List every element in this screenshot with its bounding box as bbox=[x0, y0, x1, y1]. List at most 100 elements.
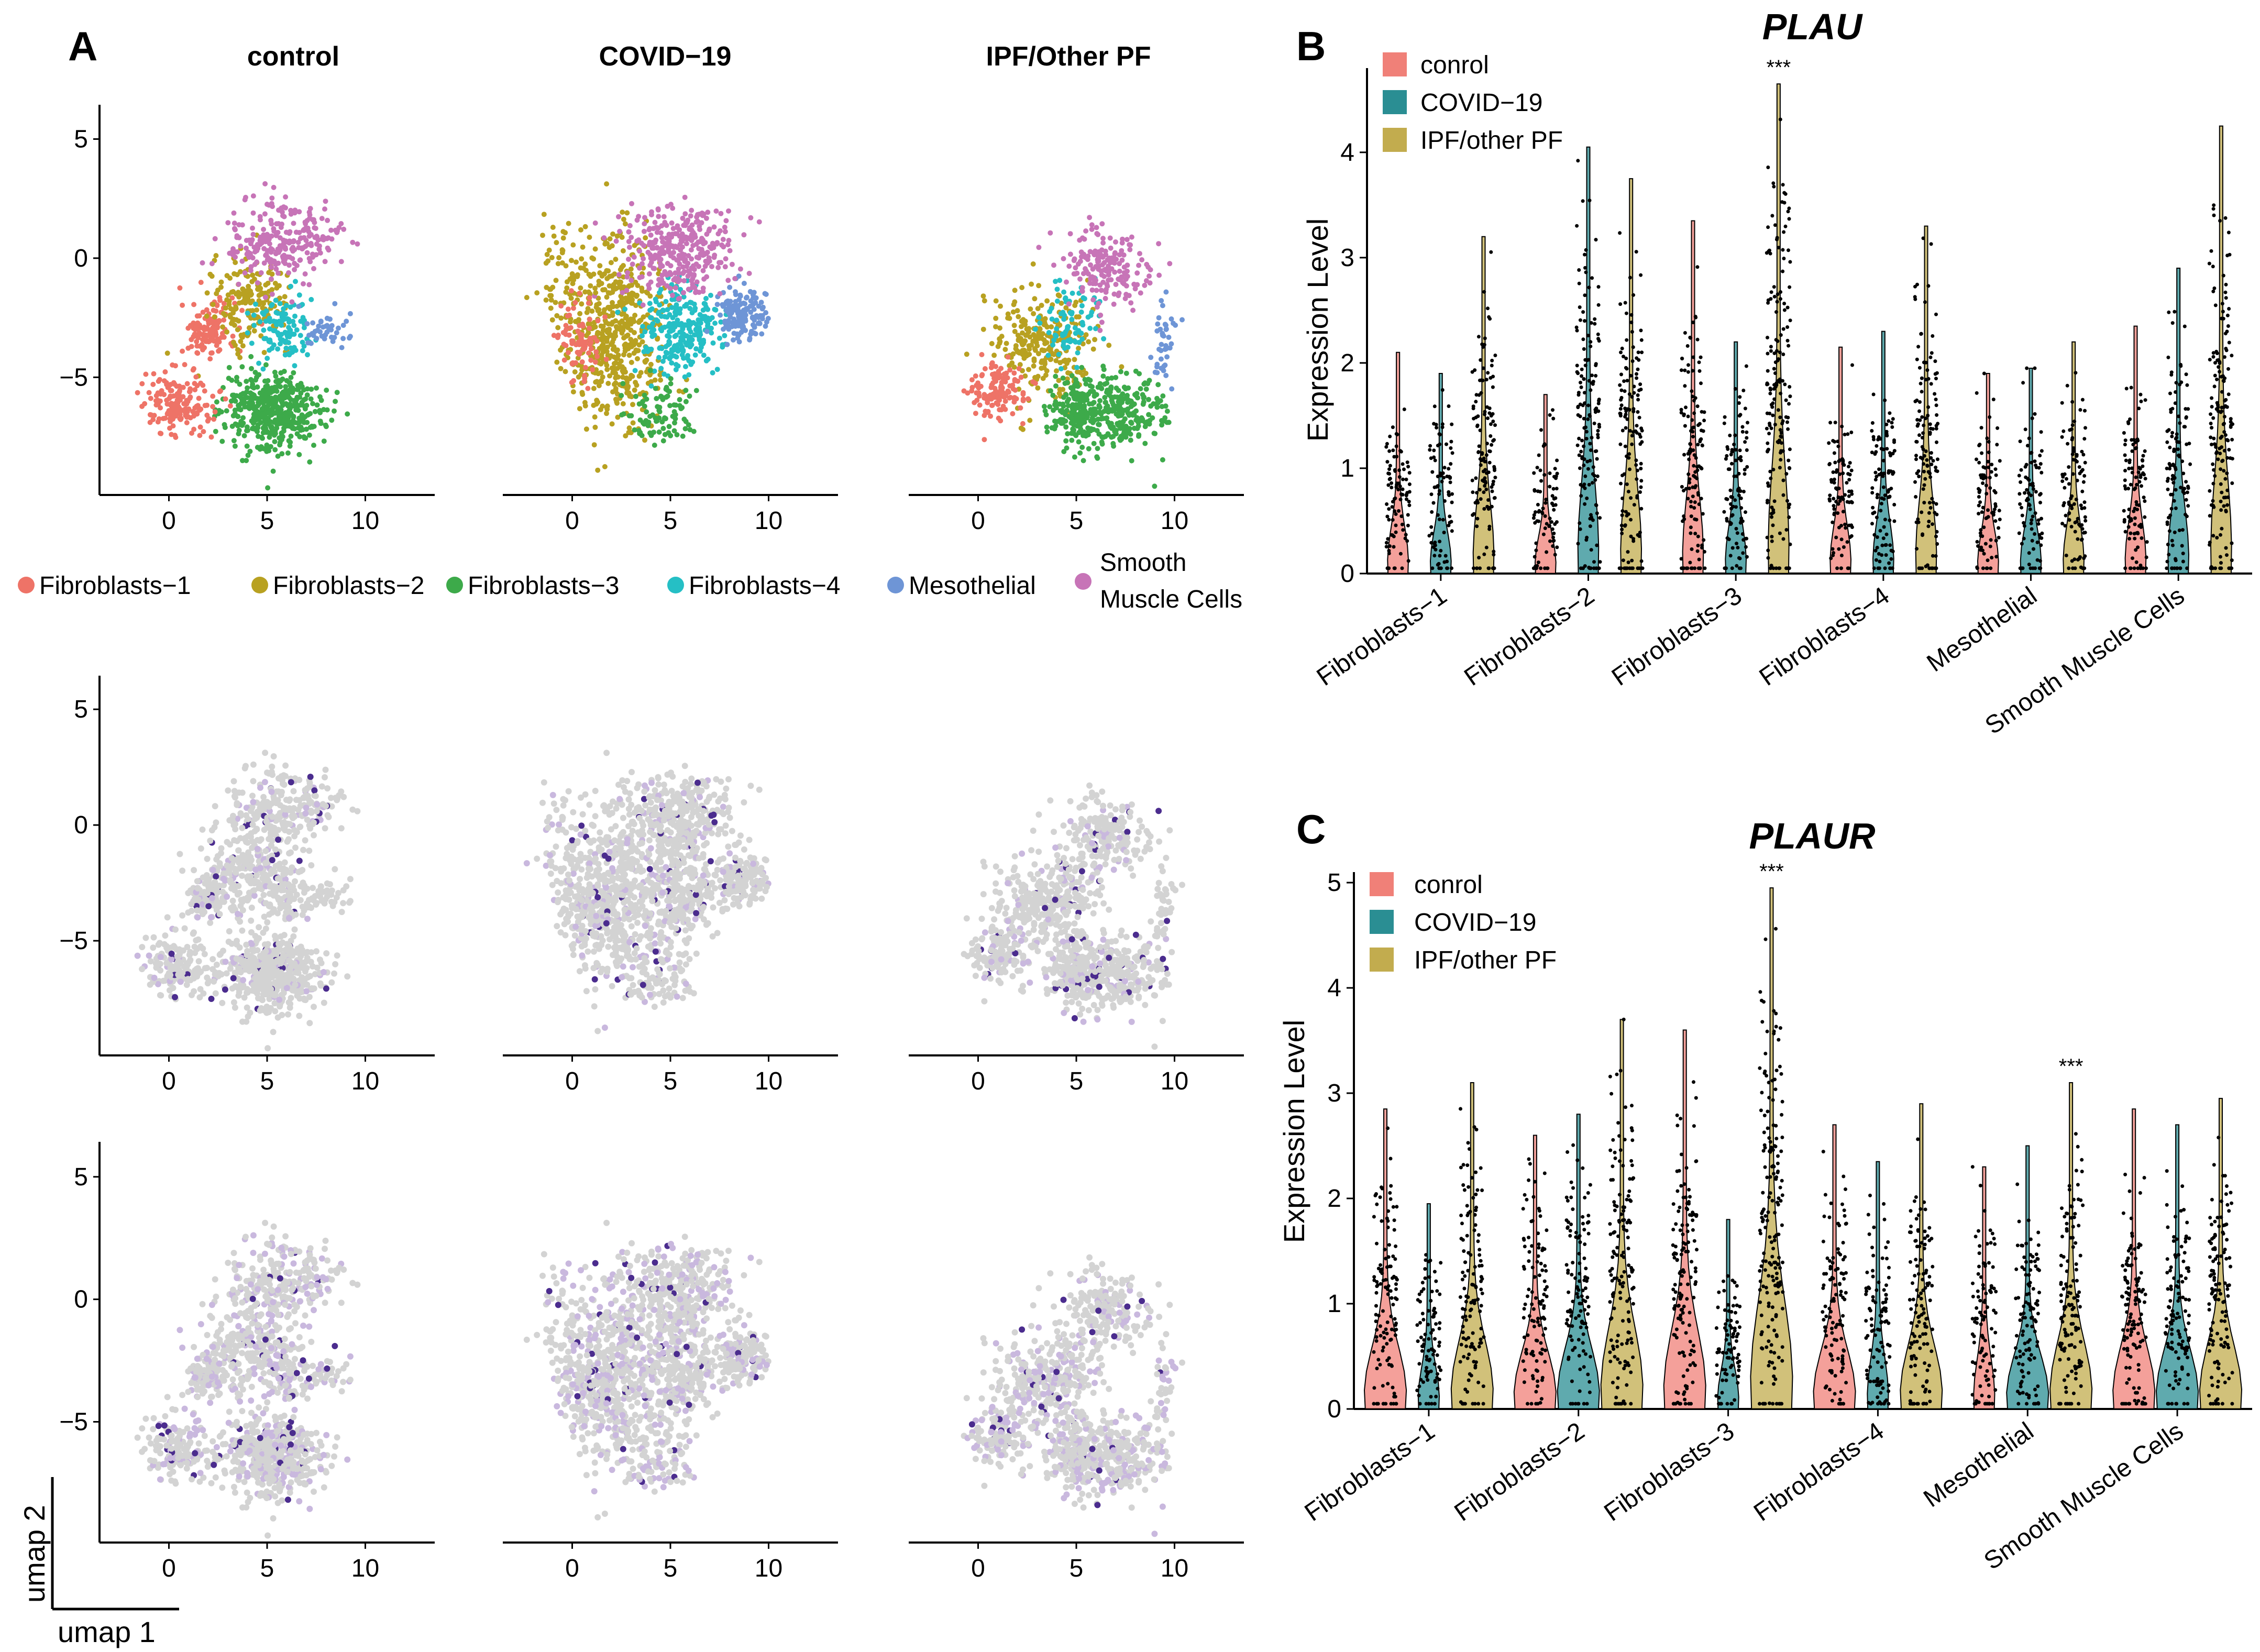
umap-point bbox=[976, 385, 982, 391]
umap-point bbox=[1079, 413, 1085, 419]
umap-point bbox=[1145, 265, 1151, 270]
umap-point bbox=[1072, 383, 1077, 388]
umap-point bbox=[628, 337, 634, 342]
umap-point bbox=[288, 211, 294, 217]
umap-point bbox=[632, 243, 637, 248]
umap-point bbox=[240, 420, 246, 426]
umap-point bbox=[634, 217, 640, 223]
umap-point bbox=[1118, 369, 1123, 375]
umap-point bbox=[279, 205, 284, 211]
umap-point bbox=[674, 225, 680, 230]
umap-point bbox=[973, 411, 978, 416]
umap-point bbox=[244, 989, 251, 996]
umap-point bbox=[649, 334, 655, 339]
umap-point bbox=[561, 357, 567, 363]
umap-point bbox=[625, 332, 631, 338]
umap-point bbox=[690, 276, 696, 282]
umap-point bbox=[634, 238, 640, 244]
umap-point bbox=[288, 375, 294, 380]
umap-point bbox=[216, 318, 222, 324]
umap-point bbox=[620, 368, 625, 373]
umap-point bbox=[184, 414, 190, 420]
umap-point bbox=[197, 424, 203, 430]
umap-point bbox=[1016, 314, 1021, 320]
umap-point bbox=[548, 305, 554, 311]
umap-point bbox=[266, 338, 272, 344]
umap-point bbox=[240, 458, 245, 464]
umap-point bbox=[262, 847, 269, 854]
umap-point bbox=[238, 897, 245, 904]
umap-point bbox=[1090, 297, 1096, 303]
umap-point bbox=[741, 232, 747, 238]
umap-point bbox=[255, 416, 260, 422]
umap-point bbox=[1022, 318, 1028, 324]
umap-point bbox=[262, 211, 268, 217]
umap-point bbox=[546, 247, 552, 253]
umap-point bbox=[253, 301, 258, 307]
umap-point bbox=[314, 402, 320, 408]
umap-point bbox=[1122, 416, 1128, 422]
umap-point bbox=[280, 954, 287, 961]
umap-point bbox=[241, 433, 247, 438]
umap-point bbox=[1005, 315, 1011, 321]
umap-point bbox=[214, 853, 221, 860]
umap-point bbox=[308, 396, 314, 402]
umap-point bbox=[684, 236, 690, 242]
umap-point bbox=[1160, 303, 1165, 309]
umap-point bbox=[1078, 331, 1084, 336]
umap-point bbox=[282, 339, 288, 345]
umap-point bbox=[742, 301, 748, 306]
umap-point bbox=[998, 303, 1003, 309]
umap-point bbox=[334, 952, 340, 959]
umap-point bbox=[207, 356, 213, 362]
umap-point bbox=[249, 844, 256, 851]
umap-point bbox=[702, 301, 708, 307]
umap-point bbox=[267, 974, 274, 981]
umap-point bbox=[649, 326, 655, 332]
umap-point bbox=[565, 306, 571, 312]
umap-point bbox=[270, 1029, 277, 1036]
umap-point bbox=[258, 300, 263, 305]
umap-point bbox=[344, 318, 349, 324]
umap-point bbox=[329, 417, 335, 423]
umap-point bbox=[239, 873, 246, 879]
umap-point bbox=[262, 181, 268, 186]
umap-point bbox=[1117, 422, 1122, 427]
umap-point bbox=[1071, 391, 1076, 397]
umap-point bbox=[1054, 317, 1060, 323]
umap-point bbox=[267, 241, 272, 247]
umap-point bbox=[264, 428, 270, 434]
umap-point bbox=[221, 311, 226, 316]
umap-point bbox=[344, 973, 351, 980]
umap-point bbox=[196, 395, 202, 401]
umap-point bbox=[687, 393, 692, 399]
umap-point bbox=[268, 868, 275, 875]
umap-point bbox=[338, 909, 345, 916]
umap-point bbox=[232, 983, 239, 989]
umap-point bbox=[206, 321, 212, 326]
umap-point bbox=[627, 376, 632, 382]
umap-point bbox=[229, 289, 235, 295]
umap-point bbox=[668, 376, 674, 381]
umap-point bbox=[1123, 283, 1129, 289]
umap-point bbox=[595, 318, 601, 324]
umap-point bbox=[524, 295, 530, 300]
umap-point bbox=[314, 234, 320, 240]
umap-point bbox=[297, 964, 304, 971]
umap-point bbox=[210, 393, 216, 399]
umap-point bbox=[1097, 327, 1103, 333]
umap-point bbox=[553, 278, 559, 283]
umap-point bbox=[1108, 386, 1114, 391]
umap-point bbox=[622, 300, 627, 306]
umap-point bbox=[637, 318, 643, 324]
umap-point bbox=[676, 388, 682, 394]
umap-point bbox=[1087, 249, 1093, 255]
umap-point bbox=[1049, 316, 1055, 322]
umap-point bbox=[1134, 270, 1140, 276]
umap-point bbox=[286, 915, 292, 921]
umap-point bbox=[222, 425, 228, 431]
umap-point bbox=[237, 918, 244, 925]
umap-point bbox=[1020, 390, 1026, 395]
umap-point bbox=[602, 287, 608, 292]
umap-point bbox=[244, 389, 250, 395]
